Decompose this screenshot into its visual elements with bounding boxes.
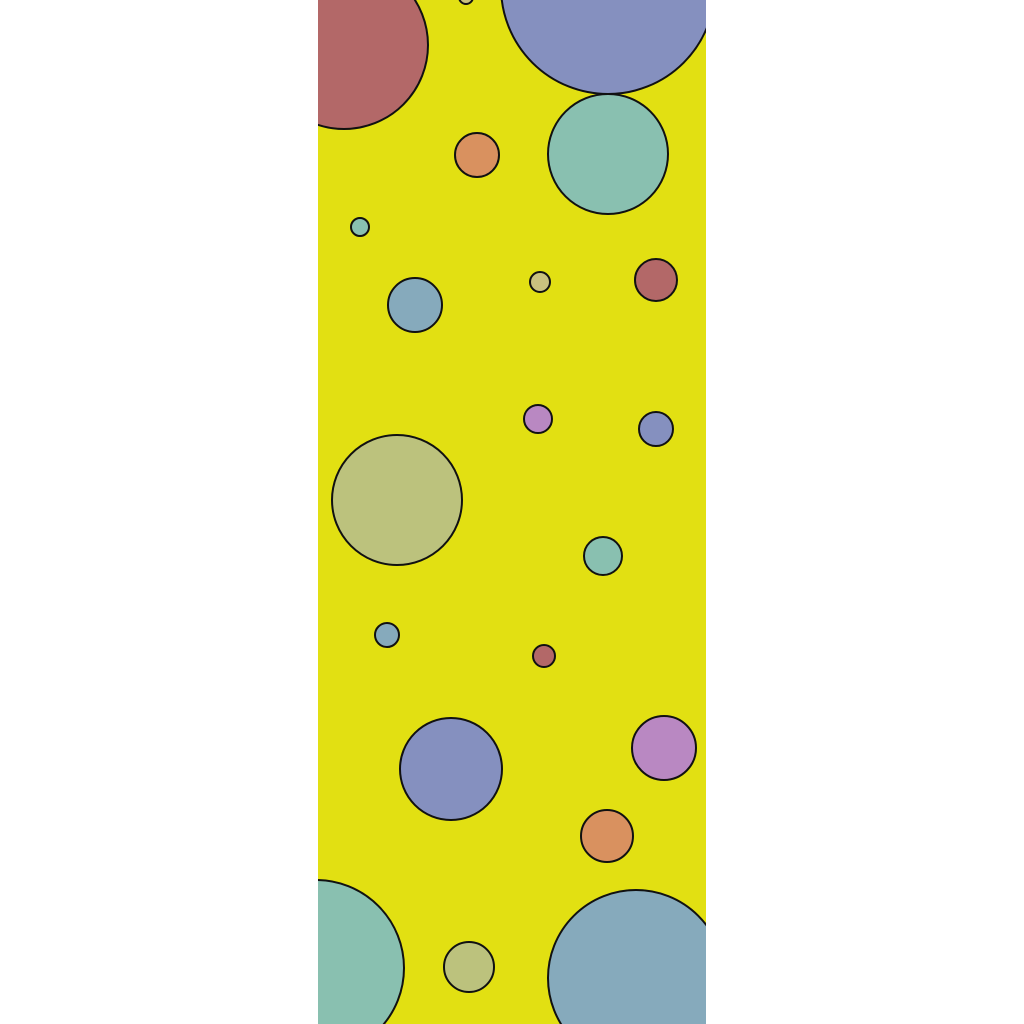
dot-red-1	[318, 0, 429, 130]
dot-red-8	[634, 258, 678, 302]
dot-teal-13	[583, 536, 623, 576]
dot-purple-10	[523, 404, 553, 434]
dot-khaki-20	[443, 941, 495, 993]
dot-purple-17	[631, 715, 697, 781]
dot-orange-4	[454, 132, 500, 178]
dot-khaki-12	[331, 434, 463, 566]
polka-dot-artwork	[318, 0, 706, 1024]
dot-tan-2	[458, 0, 474, 5]
dot-red-15	[532, 644, 556, 668]
dot-steel-21	[547, 889, 706, 1024]
dot-teal-5	[547, 93, 669, 215]
dot-teal-19	[318, 879, 405, 1024]
dot-indigo-16	[399, 717, 503, 821]
dot-teal-6	[350, 217, 370, 237]
yellow-strip	[318, 0, 706, 1024]
dot-steel-9	[387, 277, 443, 333]
dot-indigo-11	[638, 411, 674, 447]
dot-orange-18	[580, 809, 634, 863]
dot-tan-7	[529, 271, 551, 293]
dot-steel-14	[374, 622, 400, 648]
